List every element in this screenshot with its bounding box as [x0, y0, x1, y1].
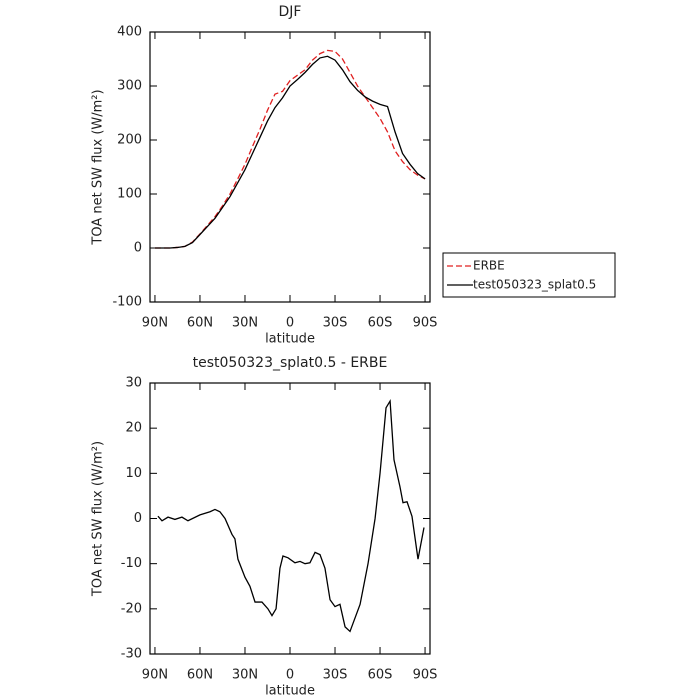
y-axis-label: TOA net SW flux (W/m²)	[91, 89, 106, 245]
plot-frame	[149, 31, 431, 303]
y-tick-label: -30	[121, 647, 142, 662]
y-axis-label: TOA net SW flux (W/m²)	[91, 441, 106, 597]
chart-title: DJF	[279, 4, 302, 20]
y-tick-label: 100	[117, 187, 142, 202]
y-tick-label: 30	[125, 376, 142, 391]
x-tick-label: 60N	[187, 668, 213, 683]
data-line	[154, 55, 426, 249]
x-tick-label: 90S	[413, 668, 438, 683]
x-tick-label: 60S	[368, 668, 393, 683]
legend-box	[442, 252, 616, 298]
y-tick-label: -20	[121, 601, 142, 616]
y-tick-label: 300	[117, 79, 142, 94]
legend-label: ERBE	[473, 259, 505, 273]
x-tick-label: 90S	[413, 316, 438, 331]
plot-frame	[149, 382, 431, 655]
y-tick-label: 0	[134, 241, 142, 256]
y-tick-label: -100	[112, 295, 142, 310]
x-axis-label: latitude	[265, 332, 315, 347]
x-tick-label: 0	[286, 316, 294, 331]
x-tick-label: 30N	[232, 668, 258, 683]
data-line	[154, 49, 426, 249]
x-tick-label: 90N	[142, 316, 168, 331]
y-tick-label: 10	[125, 466, 142, 481]
x-tick-label: 30S	[323, 668, 348, 683]
y-tick-label: -10	[121, 556, 142, 571]
data-line	[157, 398, 425, 633]
x-tick-label: 30N	[232, 316, 258, 331]
x-tick-label: 0	[286, 668, 294, 683]
y-tick-label: 200	[117, 133, 142, 148]
x-tick-label: 30S	[323, 316, 348, 331]
chart-title: test050323_splat0.5 - ERBE	[193, 355, 388, 371]
y-tick-label: 20	[125, 421, 142, 436]
x-tick-label: 90N	[142, 668, 168, 683]
x-tick-label: 60N	[187, 316, 213, 331]
x-axis-label: latitude	[265, 684, 315, 699]
legend-label: test050323_splat0.5	[473, 278, 596, 292]
y-tick-label: 0	[134, 511, 142, 526]
y-tick-label: 400	[117, 25, 142, 40]
x-tick-label: 60S	[368, 316, 393, 331]
